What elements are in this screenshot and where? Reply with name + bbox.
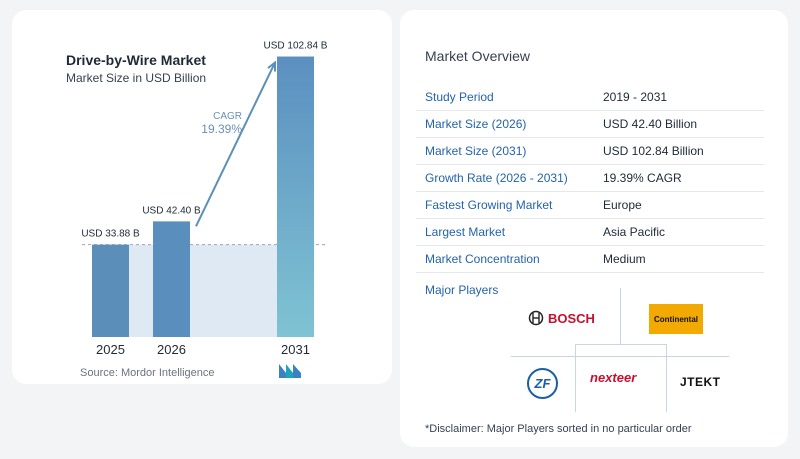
continental-wordmark: Continental — [654, 314, 698, 324]
overview-table: Study Period 2019 - 2031 Market Size (202… — [416, 84, 764, 273]
jtekt-wordmark: JTEKT — [680, 375, 721, 389]
mordor-logo — [279, 364, 301, 383]
jtekt-logo: JTEKT — [680, 375, 721, 389]
row-key: Growth Rate (2026 - 2031) — [416, 164, 594, 192]
table-row: Largest Market Asia Pacific — [416, 218, 764, 246]
nexteer-logo: nexteer — [590, 370, 636, 385]
row-key: Study Period — [416, 84, 594, 111]
continental-logo: Continental — [649, 304, 703, 334]
major-players-label: Major Players — [425, 283, 499, 297]
players-divider — [575, 344, 666, 345]
row-key: Market Concentration — [416, 245, 594, 273]
chart-subtitle: Market Size in USD Billion — [66, 71, 207, 85]
table-row: Fastest Growing Market Europe — [416, 191, 764, 219]
players-divider — [620, 288, 621, 344]
row-key: Market Size (2026) — [416, 110, 594, 138]
players-divider — [666, 344, 667, 412]
nexteer-wordmark: nexteer — [590, 370, 637, 385]
zf-wordmark: ZF — [534, 376, 551, 391]
table-row: Market Size (2026) USD 42.40 Billion — [416, 110, 764, 138]
row-value: Europe — [594, 191, 764, 219]
row-value: Medium — [594, 245, 764, 273]
row-key: Market Size (2031) — [416, 137, 594, 165]
row-value: USD 42.40 Billion — [594, 110, 764, 138]
table-row: Market Concentration Medium — [416, 245, 764, 273]
table-row: Growth Rate (2026 - 2031) 19.39% CAGR — [416, 164, 764, 192]
row-key: Largest Market — [416, 218, 594, 246]
row-key: Fastest Growing Market — [416, 191, 594, 219]
players-divider — [575, 344, 576, 412]
bosch-logo: BOSCH — [528, 310, 595, 326]
overview-title: Market Overview — [425, 48, 531, 64]
row-value: 2019 - 2031 — [594, 84, 764, 111]
players-divider — [511, 356, 729, 357]
zf-logo: ZF — [527, 368, 558, 399]
bosch-armature-icon — [528, 310, 544, 326]
table-row: Study Period 2019 - 2031 — [416, 84, 764, 111]
row-value: Asia Pacific — [594, 218, 764, 246]
row-value: 19.39% CAGR — [594, 164, 764, 192]
bosch-wordmark: BOSCH — [548, 310, 595, 326]
disclaimer: *Disclaimer: Major Players sorted in no … — [425, 423, 692, 435]
source-note: Source: Mordor Intelligence — [80, 367, 215, 379]
row-value: USD 102.84 Billion — [594, 137, 764, 165]
table-row: Market Size (2031) USD 102.84 Billion — [416, 137, 764, 165]
chart-title: Drive-by-Wire Market — [66, 52, 206, 68]
